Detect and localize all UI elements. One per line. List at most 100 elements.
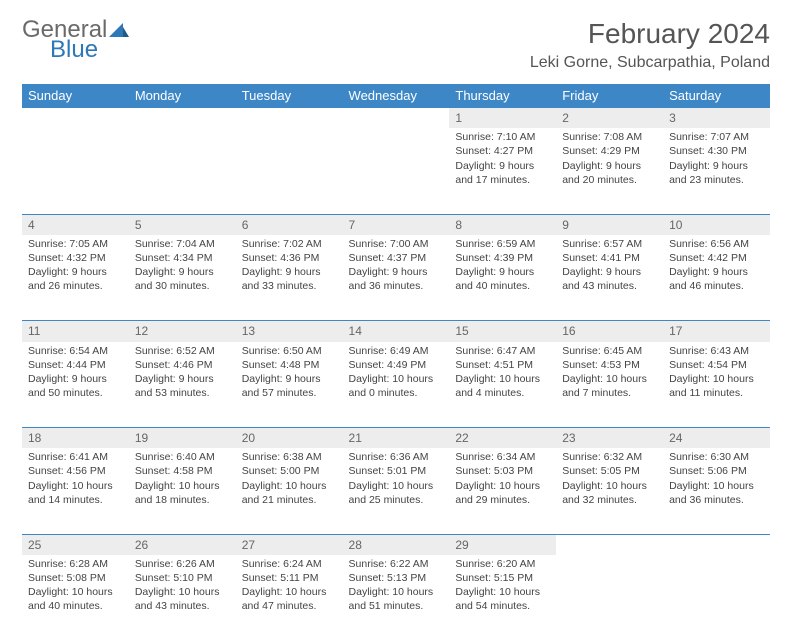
day-number-cell: 18 — [22, 428, 129, 449]
day-content: Sunrise: 7:10 AMSunset: 4:27 PMDaylight:… — [449, 128, 556, 191]
day-cell — [236, 128, 343, 214]
daylight-text-1: Daylight: 10 hours — [28, 479, 123, 493]
logo-icon — [109, 18, 129, 42]
daylight-text-1: Daylight: 10 hours — [242, 585, 337, 599]
daynum-row: 2526272829 — [22, 534, 770, 555]
sunset-text: Sunset: 5:15 PM — [455, 571, 550, 585]
day-number-cell: 24 — [663, 428, 770, 449]
day-number-cell: 28 — [343, 534, 450, 555]
sunset-text: Sunset: 5:05 PM — [562, 464, 657, 478]
day-number-cell: 27 — [236, 534, 343, 555]
daylight-text-1: Daylight: 10 hours — [669, 479, 764, 493]
daynum-row: 123 — [22, 108, 770, 129]
day-header: Saturday — [663, 84, 770, 108]
sunrise-text: Sunrise: 7:08 AM — [562, 130, 657, 144]
daylight-text-1: Daylight: 10 hours — [28, 585, 123, 599]
day-number-cell: 19 — [129, 428, 236, 449]
location: Leki Gorne, Subcarpathia, Poland — [530, 54, 770, 72]
day-content: Sunrise: 6:54 AMSunset: 4:44 PMDaylight:… — [22, 342, 129, 405]
sunset-text: Sunset: 4:42 PM — [669, 251, 764, 265]
week-row: Sunrise: 6:41 AMSunset: 4:56 PMDaylight:… — [22, 448, 770, 534]
day-cell: Sunrise: 7:08 AMSunset: 4:29 PMDaylight:… — [556, 128, 663, 214]
day-cell: Sunrise: 6:59 AMSunset: 4:39 PMDaylight:… — [449, 235, 556, 321]
sunrise-text: Sunrise: 6:28 AM — [28, 557, 123, 571]
day-cell — [22, 128, 129, 214]
daylight-text-2: and 36 minutes. — [349, 279, 444, 293]
daylight-text-1: Daylight: 9 hours — [455, 265, 550, 279]
day-content: Sunrise: 6:45 AMSunset: 4:53 PMDaylight:… — [556, 342, 663, 405]
day-content: Sunrise: 7:04 AMSunset: 4:34 PMDaylight:… — [129, 235, 236, 298]
day-header: Tuesday — [236, 84, 343, 108]
sunset-text: Sunset: 4:51 PM — [455, 358, 550, 372]
sunset-text: Sunset: 4:32 PM — [28, 251, 123, 265]
daylight-text-2: and 29 minutes. — [455, 493, 550, 507]
day-number-cell — [663, 534, 770, 555]
daylight-text-2: and 7 minutes. — [562, 386, 657, 400]
day-cell: Sunrise: 6:50 AMSunset: 4:48 PMDaylight:… — [236, 342, 343, 428]
daylight-text-2: and 54 minutes. — [455, 599, 550, 613]
daylight-text-1: Daylight: 9 hours — [135, 372, 230, 386]
daylight-text-1: Daylight: 9 hours — [669, 159, 764, 173]
day-cell: Sunrise: 7:10 AMSunset: 4:27 PMDaylight:… — [449, 128, 556, 214]
daylight-text-1: Daylight: 10 hours — [455, 479, 550, 493]
sunset-text: Sunset: 4:46 PM — [135, 358, 230, 372]
day-content: Sunrise: 6:26 AMSunset: 5:10 PMDaylight:… — [129, 555, 236, 618]
daylight-text-2: and 21 minutes. — [242, 493, 337, 507]
daylight-text-1: Daylight: 9 hours — [28, 372, 123, 386]
sunrise-text: Sunrise: 6:38 AM — [242, 450, 337, 464]
daylight-text-1: Daylight: 10 hours — [455, 585, 550, 599]
day-number-cell: 17 — [663, 321, 770, 342]
day-number-cell — [129, 108, 236, 129]
day-number-cell: 20 — [236, 428, 343, 449]
sunset-text: Sunset: 5:08 PM — [28, 571, 123, 585]
day-content: Sunrise: 6:57 AMSunset: 4:41 PMDaylight:… — [556, 235, 663, 298]
sunset-text: Sunset: 4:53 PM — [562, 358, 657, 372]
day-content: Sunrise: 6:20 AMSunset: 5:15 PMDaylight:… — [449, 555, 556, 618]
daylight-text-1: Daylight: 9 hours — [28, 265, 123, 279]
sunrise-text: Sunrise: 7:04 AM — [135, 237, 230, 251]
sunset-text: Sunset: 5:11 PM — [242, 571, 337, 585]
day-cell: Sunrise: 6:30 AMSunset: 5:06 PMDaylight:… — [663, 448, 770, 534]
day-cell: Sunrise: 6:28 AMSunset: 5:08 PMDaylight:… — [22, 555, 129, 641]
day-cell: Sunrise: 6:34 AMSunset: 5:03 PMDaylight:… — [449, 448, 556, 534]
daylight-text-2: and 30 minutes. — [135, 279, 230, 293]
daynum-row: 18192021222324 — [22, 428, 770, 449]
daylight-text-1: Daylight: 10 hours — [349, 372, 444, 386]
sunrise-text: Sunrise: 6:59 AM — [455, 237, 550, 251]
sunrise-text: Sunrise: 6:22 AM — [349, 557, 444, 571]
sunrise-text: Sunrise: 6:49 AM — [349, 344, 444, 358]
day-number-cell: 5 — [129, 214, 236, 235]
week-row: Sunrise: 7:05 AMSunset: 4:32 PMDaylight:… — [22, 235, 770, 321]
daynum-row: 45678910 — [22, 214, 770, 235]
day-content: Sunrise: 7:05 AMSunset: 4:32 PMDaylight:… — [22, 235, 129, 298]
sunset-text: Sunset: 4:41 PM — [562, 251, 657, 265]
daylight-text-2: and 43 minutes. — [562, 279, 657, 293]
sunrise-text: Sunrise: 6:26 AM — [135, 557, 230, 571]
sunset-text: Sunset: 4:39 PM — [455, 251, 550, 265]
day-cell: Sunrise: 6:49 AMSunset: 4:49 PMDaylight:… — [343, 342, 450, 428]
sunset-text: Sunset: 4:44 PM — [28, 358, 123, 372]
sunset-text: Sunset: 4:30 PM — [669, 144, 764, 158]
day-cell: Sunrise: 6:52 AMSunset: 4:46 PMDaylight:… — [129, 342, 236, 428]
day-cell: Sunrise: 6:54 AMSunset: 4:44 PMDaylight:… — [22, 342, 129, 428]
sunset-text: Sunset: 4:34 PM — [135, 251, 230, 265]
day-number-cell: 25 — [22, 534, 129, 555]
day-content: Sunrise: 6:52 AMSunset: 4:46 PMDaylight:… — [129, 342, 236, 405]
day-number-cell — [556, 534, 663, 555]
daylight-text-2: and 4 minutes. — [455, 386, 550, 400]
sunrise-text: Sunrise: 7:10 AM — [455, 130, 550, 144]
day-cell: Sunrise: 6:32 AMSunset: 5:05 PMDaylight:… — [556, 448, 663, 534]
day-content: Sunrise: 6:47 AMSunset: 4:51 PMDaylight:… — [449, 342, 556, 405]
day-content: Sunrise: 6:59 AMSunset: 4:39 PMDaylight:… — [449, 235, 556, 298]
day-cell: Sunrise: 6:38 AMSunset: 5:00 PMDaylight:… — [236, 448, 343, 534]
day-content: Sunrise: 7:02 AMSunset: 4:36 PMDaylight:… — [236, 235, 343, 298]
sunrise-text: Sunrise: 6:30 AM — [669, 450, 764, 464]
day-content: Sunrise: 6:40 AMSunset: 4:58 PMDaylight:… — [129, 448, 236, 511]
daylight-text-1: Daylight: 9 hours — [349, 265, 444, 279]
day-header: Wednesday — [343, 84, 450, 108]
day-content: Sunrise: 7:07 AMSunset: 4:30 PMDaylight:… — [663, 128, 770, 191]
day-header: Friday — [556, 84, 663, 108]
day-content: Sunrise: 6:34 AMSunset: 5:03 PMDaylight:… — [449, 448, 556, 511]
day-cell: Sunrise: 6:47 AMSunset: 4:51 PMDaylight:… — [449, 342, 556, 428]
day-number-cell: 29 — [449, 534, 556, 555]
